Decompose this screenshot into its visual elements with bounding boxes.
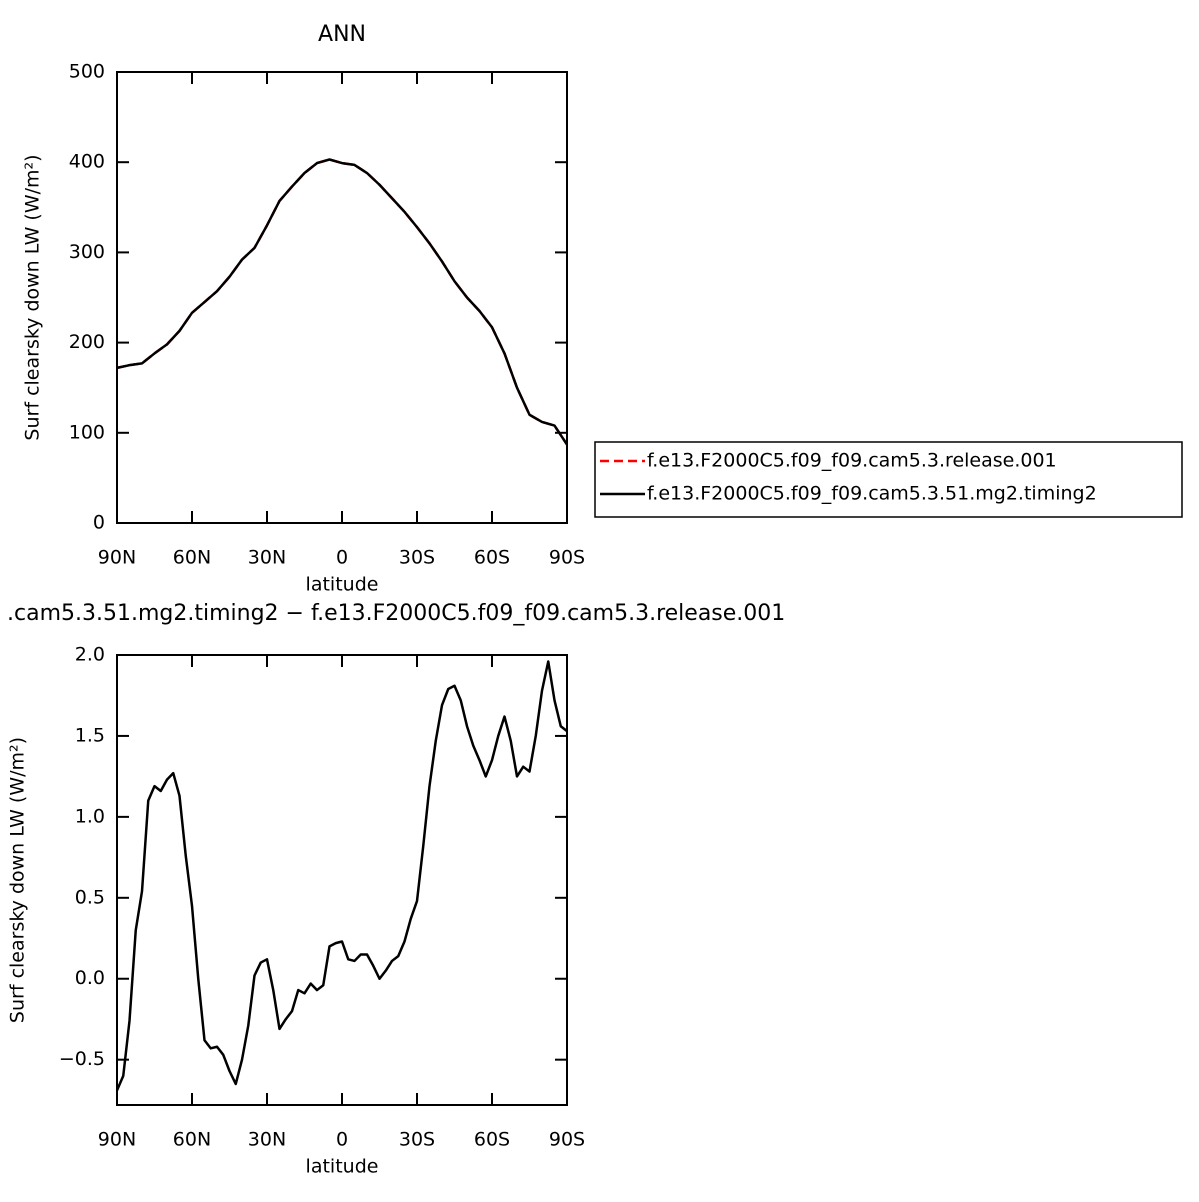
- plot-frame: [116, 654, 568, 1106]
- data-line: [116, 158, 569, 446]
- data-line: [115, 660, 568, 1091]
- chart-title: ANN: [318, 22, 366, 47]
- y-tick-label: 200: [69, 331, 105, 353]
- y-tick-label: −0.5: [59, 1048, 105, 1070]
- y-axis-label: Surf clearsky down LW (W/m²): [22, 154, 44, 440]
- y-tick-label: 1.5: [75, 724, 105, 746]
- x-tick-label: 60N: [173, 547, 211, 569]
- x-tick-label: 90S: [549, 547, 585, 569]
- chart-title: .cam5.3.51.mg2.timing2 − f.e13.F2000C5.f…: [7, 601, 785, 626]
- x-axis-label: latitude: [306, 1156, 379, 1178]
- legend-label: f.e13.F2000C5.f09_f09.cam5.3.release.001: [647, 450, 1057, 472]
- x-tick-label: 90S: [549, 1129, 585, 1151]
- data-line: [116, 158, 569, 446]
- x-tick-label: 60S: [474, 547, 510, 569]
- y-axis-label: Surf clearsky down LW (W/m²): [7, 737, 29, 1023]
- x-axis-label: latitude: [306, 574, 379, 596]
- x-tick-label: 0: [336, 1129, 348, 1151]
- x-tick-label: 30N: [248, 1129, 286, 1151]
- x-tick-label: 60S: [474, 1129, 510, 1151]
- y-tick-label: 0: [93, 512, 105, 534]
- x-tick-label: 60N: [173, 1129, 211, 1151]
- y-tick-label: 0.5: [75, 886, 105, 908]
- y-tick-label: 100: [69, 421, 105, 443]
- x-tick-label: 0: [336, 547, 348, 569]
- x-tick-label: 90N: [98, 1129, 136, 1151]
- y-tick-label: 400: [69, 151, 105, 173]
- y-tick-label: 2.0: [75, 644, 105, 666]
- x-tick-label: 30S: [399, 1129, 435, 1151]
- x-tick-label: 90N: [98, 547, 136, 569]
- y-tick-label: 500: [69, 61, 105, 83]
- y-tick-label: 0.0: [75, 967, 105, 989]
- legend-box: [594, 441, 1183, 518]
- y-tick-label: 1.0: [75, 805, 105, 827]
- legend-label: f.e13.F2000C5.f09_f09.cam5.3.51.mg2.timi…: [647, 483, 1097, 505]
- x-tick-label: 30S: [399, 547, 435, 569]
- y-tick-label: 300: [69, 241, 105, 263]
- x-tick-label: 30N: [248, 547, 286, 569]
- plot-frame: [116, 71, 568, 524]
